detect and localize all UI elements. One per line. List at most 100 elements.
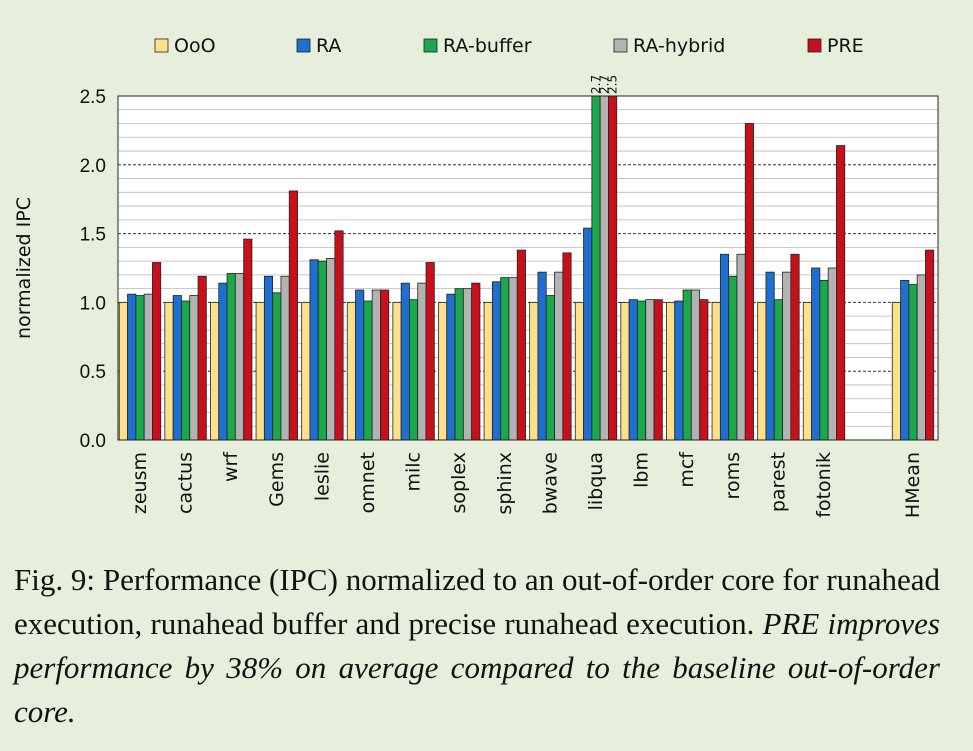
bar-ra-zeusm: [127, 293, 137, 441]
bar-pre-roms: [744, 123, 754, 441]
y-axis-label: normalized IPC: [13, 197, 35, 339]
bar-ra-buffer-zeusm: [135, 295, 145, 441]
bar-ra-hybrid-fotonik: [827, 267, 837, 441]
x-tick-label: milc: [403, 452, 425, 492]
bar-ra-buffer-leslie: [317, 260, 327, 441]
bar-ra-buffer-wrf: [226, 273, 236, 441]
bar-ooo-mcf: [666, 301, 676, 441]
bar-ooo-zeusm: [118, 301, 128, 441]
bar-ooo-parest: [757, 301, 767, 441]
y-tick-label: 0.0: [80, 431, 106, 452]
bar-ra-wrf: [218, 282, 228, 441]
bar-ra-buffer-lbm: [637, 300, 647, 441]
bar-ra-hybrid-milc: [417, 282, 427, 441]
data-label: 2.7: [589, 75, 603, 94]
bar-ra-gems: [263, 275, 274, 441]
bar-ra-hybrid-cactus: [189, 295, 199, 441]
bar-ooo-roms: [711, 301, 721, 441]
plot-border: [117, 95, 939, 441]
bar-ooo-milc: [392, 301, 402, 441]
x-tick-label: parest: [767, 452, 789, 512]
x-tick-label: Gems: [266, 452, 288, 507]
y-tick-label: 2.5: [80, 87, 106, 108]
bar-ooo-leslie: [301, 301, 311, 441]
bar-ooo-hmean: [891, 301, 901, 441]
bar-ra-buffer-sphinx: [500, 277, 510, 441]
bar-ooo-omnet: [346, 301, 356, 441]
bar-ra-leslie: [309, 259, 319, 441]
bar-ra-hybrid-libqua: [599, 95, 609, 441]
bar-ra-soplex: [446, 293, 456, 441]
x-tick-label: leslie: [311, 452, 333, 501]
caption-emphasis: PRE improves performance by 38% on avera…: [14, 606, 940, 729]
x-tick-label: HMean: [902, 452, 924, 518]
data-label: 2.7: [597, 75, 611, 94]
x-tick-label: sphinx: [494, 452, 516, 515]
bar-ra-hybrid-hmean: [916, 274, 926, 441]
bar-ooo-gems: [255, 301, 265, 441]
bar-ra-hybrid-lbm: [645, 299, 655, 441]
bar-ra-hybrid-mcf: [690, 289, 701, 441]
bar-ra-cactus: [172, 295, 182, 441]
x-tick-label: zeusm: [129, 452, 151, 514]
bar-ra-hybrid-gems: [280, 275, 290, 441]
x-tick-label: soplex: [448, 452, 470, 513]
plot-area: [118, 96, 938, 440]
bar-ra-hybrid-sphinx: [508, 277, 518, 441]
legend-swatch-ra: [296, 38, 311, 53]
bar-ra-buffer-parest: [773, 299, 783, 441]
bar-pre-fotonik: [836, 145, 846, 441]
bar-ra-omnet: [355, 289, 365, 441]
bar-ra-bwave: [537, 271, 547, 441]
x-tick-label: wrf: [220, 451, 242, 482]
x-tick-label: roms: [722, 452, 744, 499]
x-tick-label: mcf: [676, 451, 698, 488]
y-tick-label: 1.0: [80, 293, 106, 314]
bar-pre-bwave: [562, 252, 572, 441]
bar-pre-parest: [790, 253, 800, 441]
bar-pre-leslie: [334, 230, 344, 441]
bar-ra-libqua: [583, 227, 593, 441]
bar-ra-buffer-gems: [272, 292, 282, 441]
bar-ra-buffer-cactus: [181, 300, 191, 441]
bar-ra-mcf: [674, 300, 684, 441]
legend-label-ooo: OoO: [174, 35, 216, 57]
bar-chart: 0.0 0.5 1.0 1.5 2.0 2.5 normalized IPC zeusm cac…: [13, 35, 939, 518]
bar-ra-buffer-soplex: [454, 288, 464, 441]
bar-ooo-wrf: [210, 301, 220, 441]
bar-ra-fotonik: [811, 267, 821, 441]
bar-ra-sphinx: [491, 281, 502, 441]
x-tick-label: bwave: [539, 452, 561, 514]
data-label: 2.5: [606, 75, 620, 94]
x-tick-label: fotonik: [813, 452, 835, 518]
bar-ra-buffer-roms: [728, 275, 738, 441]
bar-ra-roms: [719, 253, 730, 441]
bar-ooo-lbm: [620, 301, 630, 441]
bar-ra-lbm: [628, 299, 638, 441]
bar-ra-hybrid-wrf: [234, 273, 245, 441]
bar-ra-parest: [765, 271, 775, 441]
bar-pre-lbm: [653, 299, 663, 441]
legend-label-ra-hybrid: RA-hybrid: [633, 35, 725, 57]
bar-pre-soplex: [471, 282, 481, 441]
x-tick-label: omnet: [357, 452, 379, 513]
bar-ooo-fotonik: [802, 301, 812, 441]
legend-swatch-pre: [807, 38, 822, 53]
bar-ra-hybrid-roms: [736, 253, 746, 441]
bar-ra-hybrid-zeusm: [143, 293, 153, 441]
bar-ooo-soplex: [438, 301, 448, 441]
bar-ra-hybrid-omnet: [371, 289, 381, 441]
legend-swatch-ra-hybrid: [613, 38, 628, 53]
x-tick-label: lbm: [631, 452, 653, 488]
bar-ra-buffer-mcf: [682, 289, 692, 441]
bar-pre-mcf: [699, 299, 709, 441]
bar-ooo-sphinx: [483, 301, 493, 441]
bar-ooo-bwave: [529, 301, 539, 441]
bar-ooo-cactus: [164, 301, 174, 441]
legend-swatch-ooo: [154, 38, 169, 53]
bar-ra-buffer-bwave: [545, 295, 555, 441]
bar-ooo-libqua: [574, 301, 584, 441]
bar-ra-hmean: [900, 279, 910, 441]
legend-label-pre: PRE: [827, 35, 864, 57]
